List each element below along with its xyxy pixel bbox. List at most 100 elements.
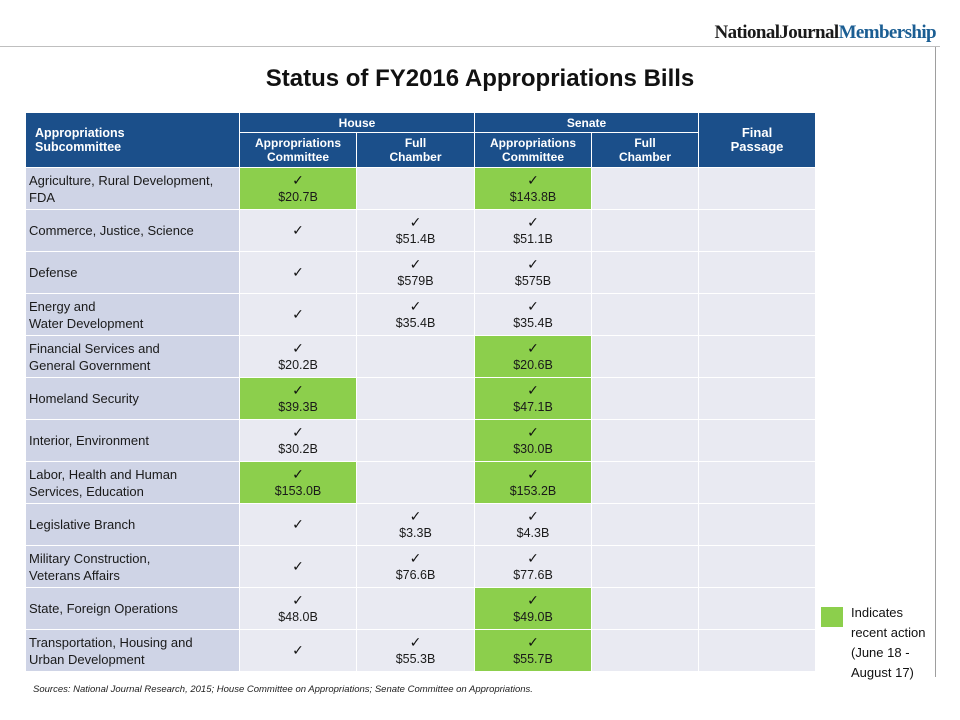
checkmark-icon: ✓ (527, 298, 539, 315)
status-cell-senate-appropriations: ✓ $47.1B (474, 377, 592, 420)
table-row: Financial Services and General Government… (25, 335, 817, 378)
funding-amount: $76.6B (395, 567, 436, 582)
funding-amount: $48.0B (278, 609, 318, 624)
funding-amount: $77.6B (513, 567, 553, 582)
table-row: Energy and Water Development ✓ ✓ $35.4B ✓ $35.… (25, 293, 817, 336)
table-row: State, Foreign Operations ✓ $48.0B ✓ $49.0B (25, 587, 817, 630)
brand-logo-part1: NationalJournal (714, 22, 840, 43)
checkmark-icon: ✓ (527, 424, 539, 441)
checkmark-icon: ✓ (527, 214, 539, 231)
status-cell-house-full-chamber (356, 461, 475, 504)
status-cell-final-passage (698, 377, 817, 420)
checkmark-icon: ✓ (292, 264, 304, 281)
funding-amount: $35.4B (513, 315, 553, 330)
status-cell-house-appropriations: ✓ $20.7B (239, 167, 357, 210)
checkmark-icon: ✓ (527, 592, 539, 609)
status-cell-senate-full-chamber (590, 293, 700, 336)
funding-amount: $579B (397, 273, 434, 288)
funding-amount: $30.2B (278, 441, 318, 456)
status-cell-senate-appropriations: ✓ $35.4B (474, 293, 592, 336)
status-cell-house-appropriations: ✓ (239, 251, 357, 294)
status-cell-senate-appropriations: ✓ $20.6B (474, 335, 592, 378)
funding-amount: $51.1B (513, 231, 553, 246)
subcommittee-name: Military Construction, Veterans Affairs (25, 545, 240, 588)
checkmark-icon: ✓ (292, 340, 304, 357)
funding-amount: $39.3B (278, 399, 318, 414)
status-cell-final-passage (698, 503, 817, 546)
status-cell-senate-full-chamber (590, 629, 700, 672)
status-cell-house-full-chamber (356, 167, 475, 210)
status-cell-senate-appropriations: ✓ $30.0B (474, 419, 592, 462)
status-cell-house-appropriations: ✓ $48.0B (239, 587, 357, 630)
funding-amount: $47.1B (513, 399, 553, 414)
status-cell-house-appropriations: ✓ $153.0B (239, 461, 357, 504)
checkmark-icon: ✓ (292, 222, 304, 239)
funding-amount: $30.0B (513, 441, 553, 456)
subcommittee-name: Legislative Branch (25, 503, 240, 546)
checkmark-icon: ✓ (292, 516, 304, 533)
checkmark-icon: ✓ (527, 508, 539, 525)
table-row: Transportation, Housing and Urban Develop… (25, 629, 817, 672)
checkmark-icon: ✓ (527, 256, 539, 273)
status-cell-final-passage (698, 545, 817, 588)
status-cell-house-appropriations: ✓ $20.2B (239, 335, 357, 378)
status-cell-senate-appropriations: ✓ $153.2B (474, 461, 592, 504)
header-senate-full-chamber: Full Chamber (590, 132, 700, 168)
status-cell-house-appropriations: ✓ $39.3B (239, 377, 357, 420)
status-cell-final-passage (698, 587, 817, 630)
status-cell-house-full-chamber: ✓ $3.3B (356, 503, 475, 546)
checkmark-icon: ✓ (409, 256, 422, 273)
subcommittee-name: Commerce, Justice, Science (25, 209, 240, 252)
status-cell-senate-full-chamber (590, 377, 700, 420)
status-cell-house-appropriations: ✓ (239, 503, 357, 546)
status-cell-final-passage (698, 461, 817, 504)
subcommittee-name: Interior, Environment (25, 419, 240, 462)
status-cell-senate-full-chamber (590, 545, 700, 588)
table-row: Interior, Environment ✓ $30.2B ✓ $30.0B (25, 419, 817, 462)
status-cell-senate-full-chamber (590, 587, 700, 630)
checkmark-icon: ✓ (409, 550, 422, 567)
checkmark-icon: ✓ (292, 642, 304, 659)
header-house: House (239, 112, 475, 133)
status-cell-house-appropriations: ✓ (239, 209, 357, 252)
checkmark-icon: ✓ (527, 382, 539, 399)
status-cell-final-passage (698, 293, 817, 336)
status-cell-house-appropriations: ✓ (239, 629, 357, 672)
status-cell-house-appropriations: ✓ (239, 293, 357, 336)
status-cell-senate-appropriations: ✓ $77.6B (474, 545, 592, 588)
status-cell-final-passage (698, 335, 817, 378)
checkmark-icon: ✓ (527, 340, 539, 357)
brand-logo: NationalJournalMembership (714, 22, 937, 44)
subcommittee-name: Transportation, Housing and Urban Develop… (25, 629, 240, 672)
funding-amount: $3.3B (399, 525, 432, 540)
status-cell-senate-appropriations: ✓ $4.3B (474, 503, 592, 546)
status-cell-final-passage (698, 167, 817, 210)
header-house-full-chamber: Full Chamber (356, 132, 475, 168)
status-cell-senate-full-chamber (590, 419, 700, 462)
status-cell-house-full-chamber (356, 377, 475, 420)
right-divider (935, 47, 936, 677)
status-cell-senate-full-chamber (590, 209, 700, 252)
brand-logo-part2: Membership (838, 22, 937, 43)
checkmark-icon: ✓ (527, 634, 539, 651)
status-cell-house-full-chamber: ✓ $35.4B (356, 293, 475, 336)
header-subcommittee: Appropriations Subcommittee (25, 112, 240, 168)
funding-amount: $153.2B (509, 483, 557, 498)
header-senate-appropriations-committee: Appropriations Committee (474, 132, 592, 168)
table-row: Labor, Health and Human Services, Educati… (25, 461, 817, 504)
status-cell-senate-appropriations: ✓ $51.1B (474, 209, 592, 252)
checkmark-icon: ✓ (527, 172, 539, 189)
funding-amount: $35.4B (395, 315, 436, 330)
header-house-appropriations-committee: Appropriations Committee (239, 132, 357, 168)
status-cell-house-appropriations: ✓ (239, 545, 357, 588)
subcommittee-name: State, Foreign Operations (25, 587, 240, 630)
subcommittee-name: Agriculture, Rural Development, FDA (25, 167, 240, 210)
status-cell-senate-appropriations: ✓ $575B (474, 251, 592, 294)
checkmark-icon: ✓ (527, 550, 539, 567)
funding-amount: $51.4B (395, 231, 436, 246)
checkmark-icon: ✓ (292, 172, 304, 189)
status-cell-final-passage (698, 419, 817, 462)
funding-amount: $55.7B (513, 651, 553, 666)
funding-amount: $20.6B (513, 357, 553, 372)
subcommittee-name: Defense (25, 251, 240, 294)
